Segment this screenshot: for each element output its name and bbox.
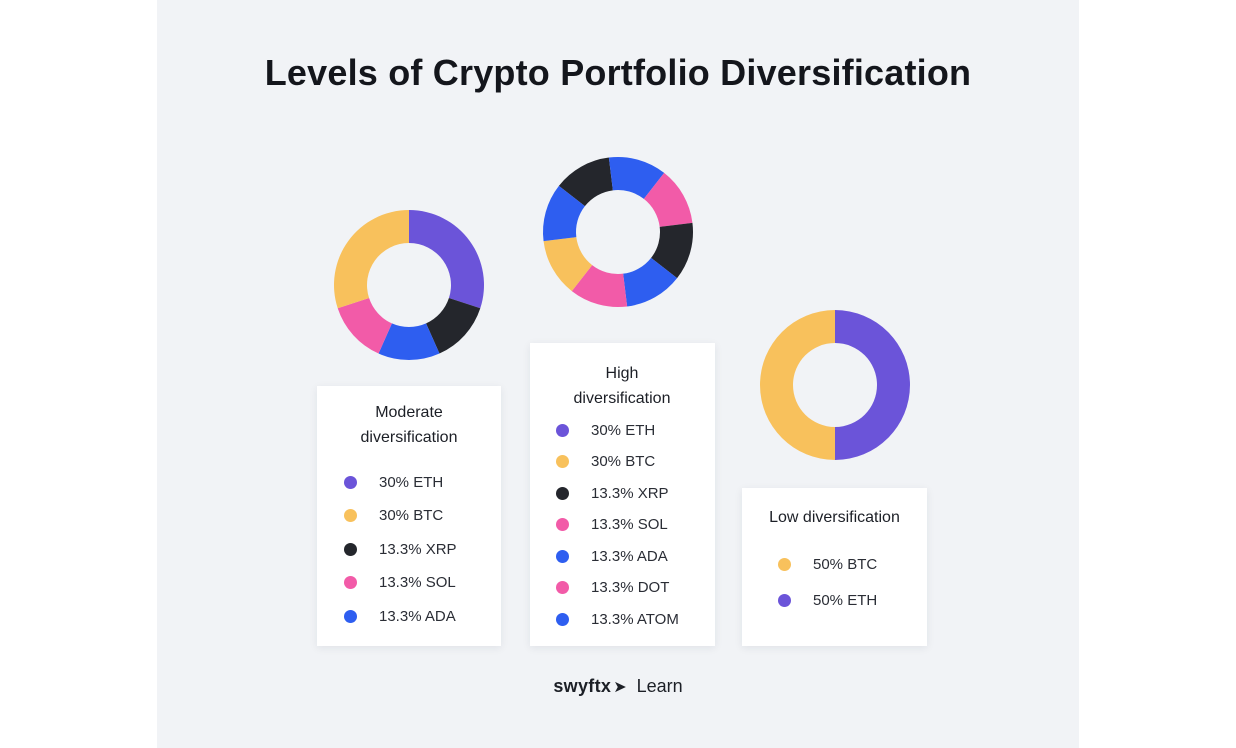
moderate-legend-item: 30% BTC [344,504,443,528]
legend-dot-icon [778,593,791,607]
high-slice-xrp-top [558,157,613,207]
legend-label: 30% ETH [591,421,656,439]
low-slice-btc [760,310,835,460]
low-slice-eth [835,310,910,460]
moderate-legend-item: 13.3% ADA [344,604,456,628]
legend-label: 13.3% ADA [591,547,668,565]
legend-label: 13.3% ATOM [591,610,679,628]
moderate-slice-xrp [426,298,481,354]
moderate-legend-item: 30% ETH [344,470,443,494]
high-legend-item: 13.3% XRP [556,481,669,505]
legend-dot-icon [344,609,357,623]
low-legend-item: 50% BTC [778,552,877,576]
plane-icon: ➤ [613,679,627,696]
legend-label: 30% BTC [591,453,656,470]
legend-dot-icon [556,518,569,531]
high-donut-chart [543,157,693,307]
legend-dot-icon [556,455,569,468]
legend-dot-icon [556,612,569,626]
high-slice-ada-bottom [623,257,678,307]
footer-logo: swyftx ➤ Learn [0,676,1236,697]
high-legend-item: 13.3% DOT [556,576,669,600]
low-legend-card: Low diversification 50% BTC 50% ETH [742,488,927,646]
high-legend-card: High diversification 30% ETH 30% BTC 13.3%… [530,343,715,646]
legend-dot-icon [556,549,569,563]
legend-dot-icon [344,475,357,489]
moderate-slice-eth [409,210,484,309]
legend-label: 50% BTC [813,555,878,573]
legend-dot-icon [556,486,569,500]
page-title: Levels of Crypto Portfolio Diversificati… [264,52,972,93]
high-card-title: High diversification [573,365,671,407]
learn-label: Learn [636,676,683,696]
legend-label: 13.3% XRP [379,540,457,558]
legend-label: 13.3% XRP [591,484,669,502]
moderate-slice-ada [378,323,440,360]
brand-name: swyftx [553,676,612,696]
moderate-legend-item: 13.3% SOL [344,571,456,595]
high-legend-item: 13.3% SOL [556,513,668,537]
legend-dot-icon [344,576,357,589]
low-donut-chart [760,310,910,460]
moderate-slice-sol [337,298,392,354]
legend-dot-icon [344,509,357,522]
high-slice-dot-bottom [571,265,628,307]
moderate-card-title: Moderate diversification [360,404,458,446]
high-legend-item: 13.3% ATOM [556,607,679,631]
high-slice-atom-left [543,185,585,242]
legend-dot-icon [344,542,357,556]
high-slice-ada-top [608,157,665,199]
low-legend-item: 50% ETH [778,588,877,612]
legend-label: 13.3% SOL [379,574,456,591]
high-slice-btc-left [543,237,593,292]
high-legend-item: 30% BTC [556,450,655,474]
legend-dot-icon [778,557,791,571]
legend-label: 30% BTC [379,507,444,524]
high-legend-item: 13.3% ADA [556,544,668,568]
high-slice-sol-right [643,172,693,227]
legend-label: 50% ETH [813,591,878,609]
moderate-slice-btc [334,210,409,309]
low-card-title: Low diversification [769,509,900,526]
moderate-legend-card: Moderate diversification 30% ETH 30% BTC 1… [317,386,501,646]
moderate-donut-chart [334,210,484,360]
legend-label: 13.3% ADA [379,607,456,625]
legend-label: 30% ETH [379,473,444,491]
legend-label: 13.3% DOT [591,579,670,596]
legend-label: 13.3% SOL [591,516,668,533]
legend-dot-icon [556,581,569,594]
high-legend-item: 30% ETH [556,418,655,442]
legend-dot-icon [556,423,569,437]
high-slice-xrp-right [651,222,693,279]
moderate-legend-item: 13.3% XRP [344,537,457,561]
